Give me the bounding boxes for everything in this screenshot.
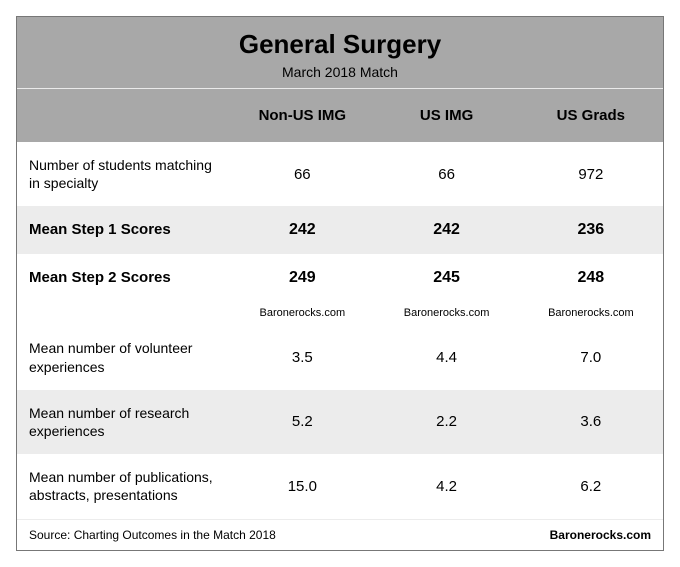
cell: 248 [519,254,663,302]
header-blank [17,89,230,142]
table-row: Mean number of volunteer experiences3.54… [17,325,663,389]
cell: 15.0 [230,454,374,518]
cell: 236 [519,206,663,254]
cell: 4.4 [374,325,518,389]
table-container: General Surgery March 2018 Match Non-US … [16,16,664,551]
row-label: Mean number of volunteer experiences [17,325,230,389]
table-row: Mean Step 1 Scores242242236 [17,206,663,254]
cell: Baronerocks.com [519,301,663,325]
cell: Baronerocks.com [374,301,518,325]
data-table: Non-US IMG US IMG US Grads Number of stu… [17,89,663,519]
cell: 4.2 [374,454,518,518]
col-header: US Grads [519,89,663,142]
cell: 2.2 [374,390,518,454]
cell: 3.6 [519,390,663,454]
table-row: Mean number of publications, abstracts, … [17,454,663,518]
row-label: Number of students matching in specialty [17,142,230,206]
cell: 972 [519,142,663,206]
header-row: Non-US IMG US IMG US Grads [17,89,663,142]
row-label [17,301,230,325]
cell: 5.2 [230,390,374,454]
cell: 66 [230,142,374,206]
cell: 242 [230,206,374,254]
footer: Source: Charting Outcomes in the Match 2… [17,519,663,550]
footer-source: Source: Charting Outcomes in the Match 2… [29,528,276,542]
col-header: US IMG [374,89,518,142]
row-label: Mean Step 1 Scores [17,206,230,254]
cell: 249 [230,254,374,302]
cell: Baronerocks.com [230,301,374,325]
cell: 3.5 [230,325,374,389]
col-header: Non-US IMG [230,89,374,142]
row-label: Mean Step 2 Scores [17,254,230,302]
table-row: Number of students matching in specialty… [17,142,663,206]
cell: 7.0 [519,325,663,389]
row-label: Mean number of publications, abstracts, … [17,454,230,518]
cell: 245 [374,254,518,302]
cell: 66 [374,142,518,206]
table-row: Mean Step 2 Scores249245248 [17,254,663,302]
page-title: General Surgery [25,29,655,60]
footer-site: Baronerocks.com [550,528,651,542]
title-block: General Surgery March 2018 Match [17,17,663,89]
cell: 242 [374,206,518,254]
row-label: Mean number of research experiences [17,390,230,454]
page-subtitle: March 2018 Match [25,64,655,80]
table-row: Baronerocks.comBaronerocks.comBaronerock… [17,301,663,325]
cell: 6.2 [519,454,663,518]
table-row: Mean number of research experiences5.22.… [17,390,663,454]
